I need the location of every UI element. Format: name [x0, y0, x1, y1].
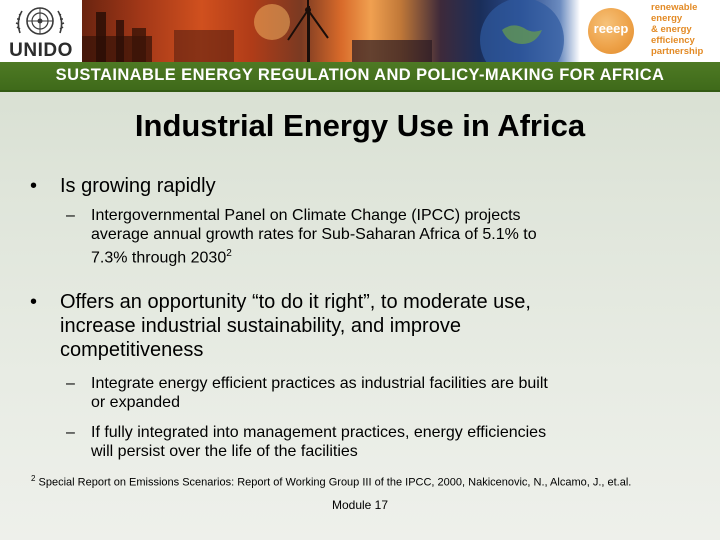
footnote-reference: 2 [226, 248, 232, 259]
sub-bullet-marker: – [66, 424, 75, 441]
bullet-line: Offers an opportunity “to do it right”, … [60, 291, 531, 313]
bullet-marker: • [30, 175, 38, 197]
sub-bullet-line: Integrate energy efficient practices as … [91, 375, 548, 392]
subtitle-text: SUSTAINABLE ENERGY REGULATION AND POLICY… [55, 66, 665, 84]
reeep-tagline-line: efficiency [651, 35, 695, 46]
bullet-line: increase industrial sustainability, and … [60, 315, 461, 337]
un-emblem-icon [15, 7, 65, 35]
reeep-tagline-line: partnership [651, 46, 704, 57]
footnote-marker: 2 [31, 474, 36, 483]
header-photo-collage [82, 0, 580, 62]
sub-bullet-line: If fully integrated into management prac… [91, 424, 547, 441]
sub-bullet-line: 7.3% through 20302 [91, 244, 537, 267]
sub-bullet-item: If fully integrated into management prac… [91, 423, 546, 461]
footnote-text: Special Report on Emissions Scenarios: R… [38, 476, 632, 489]
bullet-text: Is growing rapidly [60, 175, 216, 197]
reeep-tagline-line: & energy [651, 24, 692, 35]
slide-title: Industrial Energy Use in Africa [134, 108, 586, 143]
sub-bullet-marker: – [66, 375, 75, 392]
subtitle-bar: SUSTAINABLE ENERGY REGULATION AND POLICY… [0, 62, 720, 92]
sub-bullet-item: Intergovernmental Panel on Climate Chang… [91, 206, 537, 267]
bullet-item: Is growing rapidly [60, 174, 216, 198]
sub-bullet-line: average annual growth rates for Sub-Saha… [91, 226, 537, 243]
reeep-tagline: renewable energy & energy efficiency par… [651, 2, 703, 57]
unido-logo: UNIDO [0, 0, 82, 62]
reeep-logo: reeep renewable energy & energy efficien… [580, 0, 720, 62]
sub-bullet-line: or expanded [91, 394, 180, 411]
unido-wordmark: UNIDO [9, 40, 73, 61]
sub-bullet-line: will persist over the life of the facili… [91, 443, 358, 460]
bullet-line: competitiveness [60, 339, 204, 361]
sub-bullet-item: Integrate energy efficient practices as … [91, 374, 548, 412]
sub-bullet-marker: – [66, 207, 75, 224]
bullet-marker: • [30, 291, 38, 313]
reeep-wordmark: reeep [593, 21, 629, 36]
header-banner: UNIDO reeep renewab [0, 0, 720, 62]
reeep-circle-icon: reeep [588, 8, 634, 54]
sub-bullet-line: Intergovernmental Panel on Climate Chang… [91, 207, 521, 224]
module-label: Module 17 [331, 498, 389, 512]
bullet-item: Offers an opportunity “to do it right”, … [60, 290, 531, 362]
footnote: 2 Special Report on Emissions Scenarios:… [31, 474, 711, 489]
reeep-tagline-line: renewable [651, 2, 698, 13]
reeep-tagline-line: energy [651, 13, 683, 24]
sub-bullet-line-text: 7.3% through 2030 [91, 249, 227, 267]
industry-silhouette-image [82, 0, 564, 62]
